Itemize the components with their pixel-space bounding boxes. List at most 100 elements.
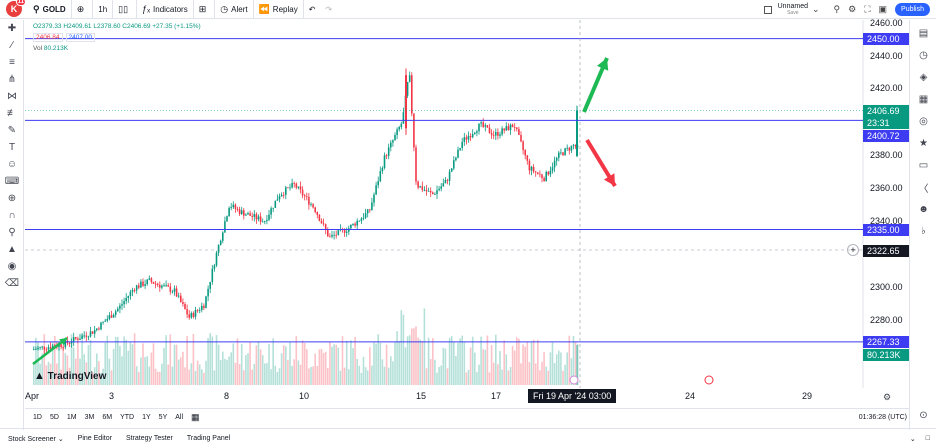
volume-bar (474, 352, 476, 385)
compare-button[interactable]: ⊕ (72, 0, 94, 19)
volume-bar (209, 333, 211, 385)
candle-body (249, 213, 251, 216)
layers-icon[interactable]: ◈ (919, 71, 928, 83)
volume-bar (528, 362, 531, 385)
volume-bar (438, 367, 440, 385)
layout-name-button[interactable]: Unnamed Save ⌄ (763, 3, 824, 17)
horizontal-lines-icon[interactable]: ≡ (9, 57, 15, 68)
hline-label-2400[interactable]: 2400.72 (863, 130, 909, 142)
hline-label-2335[interactable]: 2335.00 (863, 224, 909, 236)
volume-bar (480, 336, 482, 385)
time-axis[interactable]: Apr 3 8 10 15 17 24 29 (25, 388, 863, 404)
goto-date-icon[interactable]: ▦ (191, 412, 200, 422)
tab-trading-panel[interactable]: Trading Panel (186, 435, 231, 442)
tab-strategy-tester[interactable]: Strategy Tester (125, 435, 173, 442)
candle-body (394, 135, 396, 141)
alert-button[interactable]: ◷ Alert (215, 0, 254, 19)
pitchfork-icon[interactable]: ⋔ (7, 74, 17, 85)
range-ytd[interactable]: YTD (120, 414, 135, 421)
hline-label-2450[interactable]: 2450.00 (863, 33, 909, 45)
chat-icon[interactable]: ◎ (919, 115, 928, 127)
range-6m[interactable]: 6M (102, 414, 113, 421)
interval-button[interactable]: 1h (93, 0, 114, 19)
collapse-icon[interactable]: ⌄ (909, 435, 916, 443)
layouts-button[interactable]: ⊞ (194, 0, 216, 19)
brush-icon[interactable]: ✎ (7, 125, 17, 136)
tab-pine-editor[interactable]: Pine Editor (77, 435, 112, 442)
candle-body (377, 181, 379, 186)
redo-button[interactable]: ↷ (320, 0, 337, 19)
indicators-button[interactable]: ƒₓ Indicators (137, 0, 194, 19)
help-icon[interactable]: ⊙ (919, 409, 928, 421)
watchlist-icon[interactable]: ▤ (918, 27, 929, 39)
bulb-icon[interactable]: ☻ (918, 203, 929, 215)
fib-icon[interactable]: ≢ (7, 108, 17, 119)
candle-body (243, 210, 245, 216)
fullscreen-icon[interactable]: ⛶ (864, 4, 871, 14)
text-icon[interactable]: T (8, 142, 16, 153)
notes-icon[interactable]: ▭ (918, 159, 929, 171)
chart-type-button[interactable]: ▯▯ (113, 0, 138, 19)
maximize-icon[interactable]: □ (925, 434, 930, 442)
alerts-clock-icon[interactable]: ◷ (919, 49, 928, 61)
range-5y[interactable]: 5Y (158, 414, 168, 421)
quick-search-icon[interactable]: ⚲ (833, 4, 841, 14)
camera-icon[interactable]: ▣ (878, 4, 888, 14)
volume-bar (297, 360, 300, 385)
data-window-icon[interactable]: ▦ (918, 93, 929, 105)
replay-button[interactable]: ⏪ Replay (254, 0, 304, 19)
symbol-search-button[interactable]: ⚲ GOLD (28, 0, 72, 19)
emoji-icon[interactable]: ☺ (6, 159, 18, 170)
candle-body (62, 346, 64, 348)
candle-body (123, 301, 125, 305)
ideas-icon[interactable]: ★ (919, 137, 928, 149)
settings-gear-small-icon[interactable]: ⚙ (883, 392, 892, 402)
candle-body (520, 134, 522, 142)
gear-icon[interactable]: ⚙ (848, 4, 857, 14)
user-avatar[interactable]: K 11 (6, 0, 26, 17)
utc-clock[interactable]: 01:36:28 (UTC) (858, 414, 907, 421)
volume-bar (280, 353, 283, 385)
range-1d[interactable]: 1D (33, 414, 42, 421)
volume-bar (440, 365, 442, 385)
undo-button[interactable]: ↶ (304, 0, 321, 19)
candle-body (131, 289, 134, 292)
gann-icon[interactable]: ⋈ (7, 91, 17, 102)
publish-button[interactable]: Publish (895, 3, 930, 16)
zoom-in-icon[interactable]: ⊕ (7, 193, 17, 204)
calendar-icon[interactable]: 〈 (918, 183, 929, 195)
volume-bar (77, 343, 79, 385)
magnet-icon[interactable]: ∩ (8, 210, 16, 221)
lock-drawings-icon[interactable]: ⚲ (8, 227, 16, 238)
volume-bar (314, 353, 316, 385)
range-all[interactable]: All (175, 414, 184, 421)
tab-stock-screener[interactable]: Stock Screener ⌄ (0, 435, 71, 443)
eye-icon[interactable]: ◉ (7, 261, 17, 272)
trend-line-icon[interactable]: ∕ (11, 40, 13, 51)
range-1m[interactable]: 1M (66, 414, 77, 421)
volume-bar (337, 347, 340, 385)
bid-price[interactable]: 2406.84 (33, 33, 63, 42)
avatar-letter: K (10, 4, 18, 14)
volume-bar (276, 372, 279, 385)
ask-price[interactable]: 2407.00 (65, 33, 95, 42)
volume-bar (135, 366, 138, 385)
lock-icon[interactable]: ▲ (7, 244, 17, 255)
candle-body (385, 155, 388, 157)
volume-bar (49, 363, 52, 385)
price-chart[interactable] (25, 20, 909, 388)
ruler-icon[interactable]: ⌨ (4, 176, 20, 187)
range-5d[interactable]: 5D (49, 414, 59, 421)
hline-label-2267[interactable]: 2267.33 (863, 336, 909, 348)
range-3m[interactable]: 3M (84, 414, 95, 421)
candle-body (343, 229, 346, 233)
volume-bar (362, 356, 365, 385)
bell-icon[interactable]: ♭ (921, 225, 926, 237)
candle-body (39, 347, 41, 348)
trash-icon[interactable]: ⌫ (4, 278, 20, 289)
add-plus-icon[interactable]: + (847, 244, 859, 256)
volume-bar (299, 364, 302, 385)
crosshair-icon[interactable]: ✚ (7, 23, 17, 34)
range-1y[interactable]: 1Y (142, 414, 151, 421)
volume-bar (421, 340, 424, 385)
